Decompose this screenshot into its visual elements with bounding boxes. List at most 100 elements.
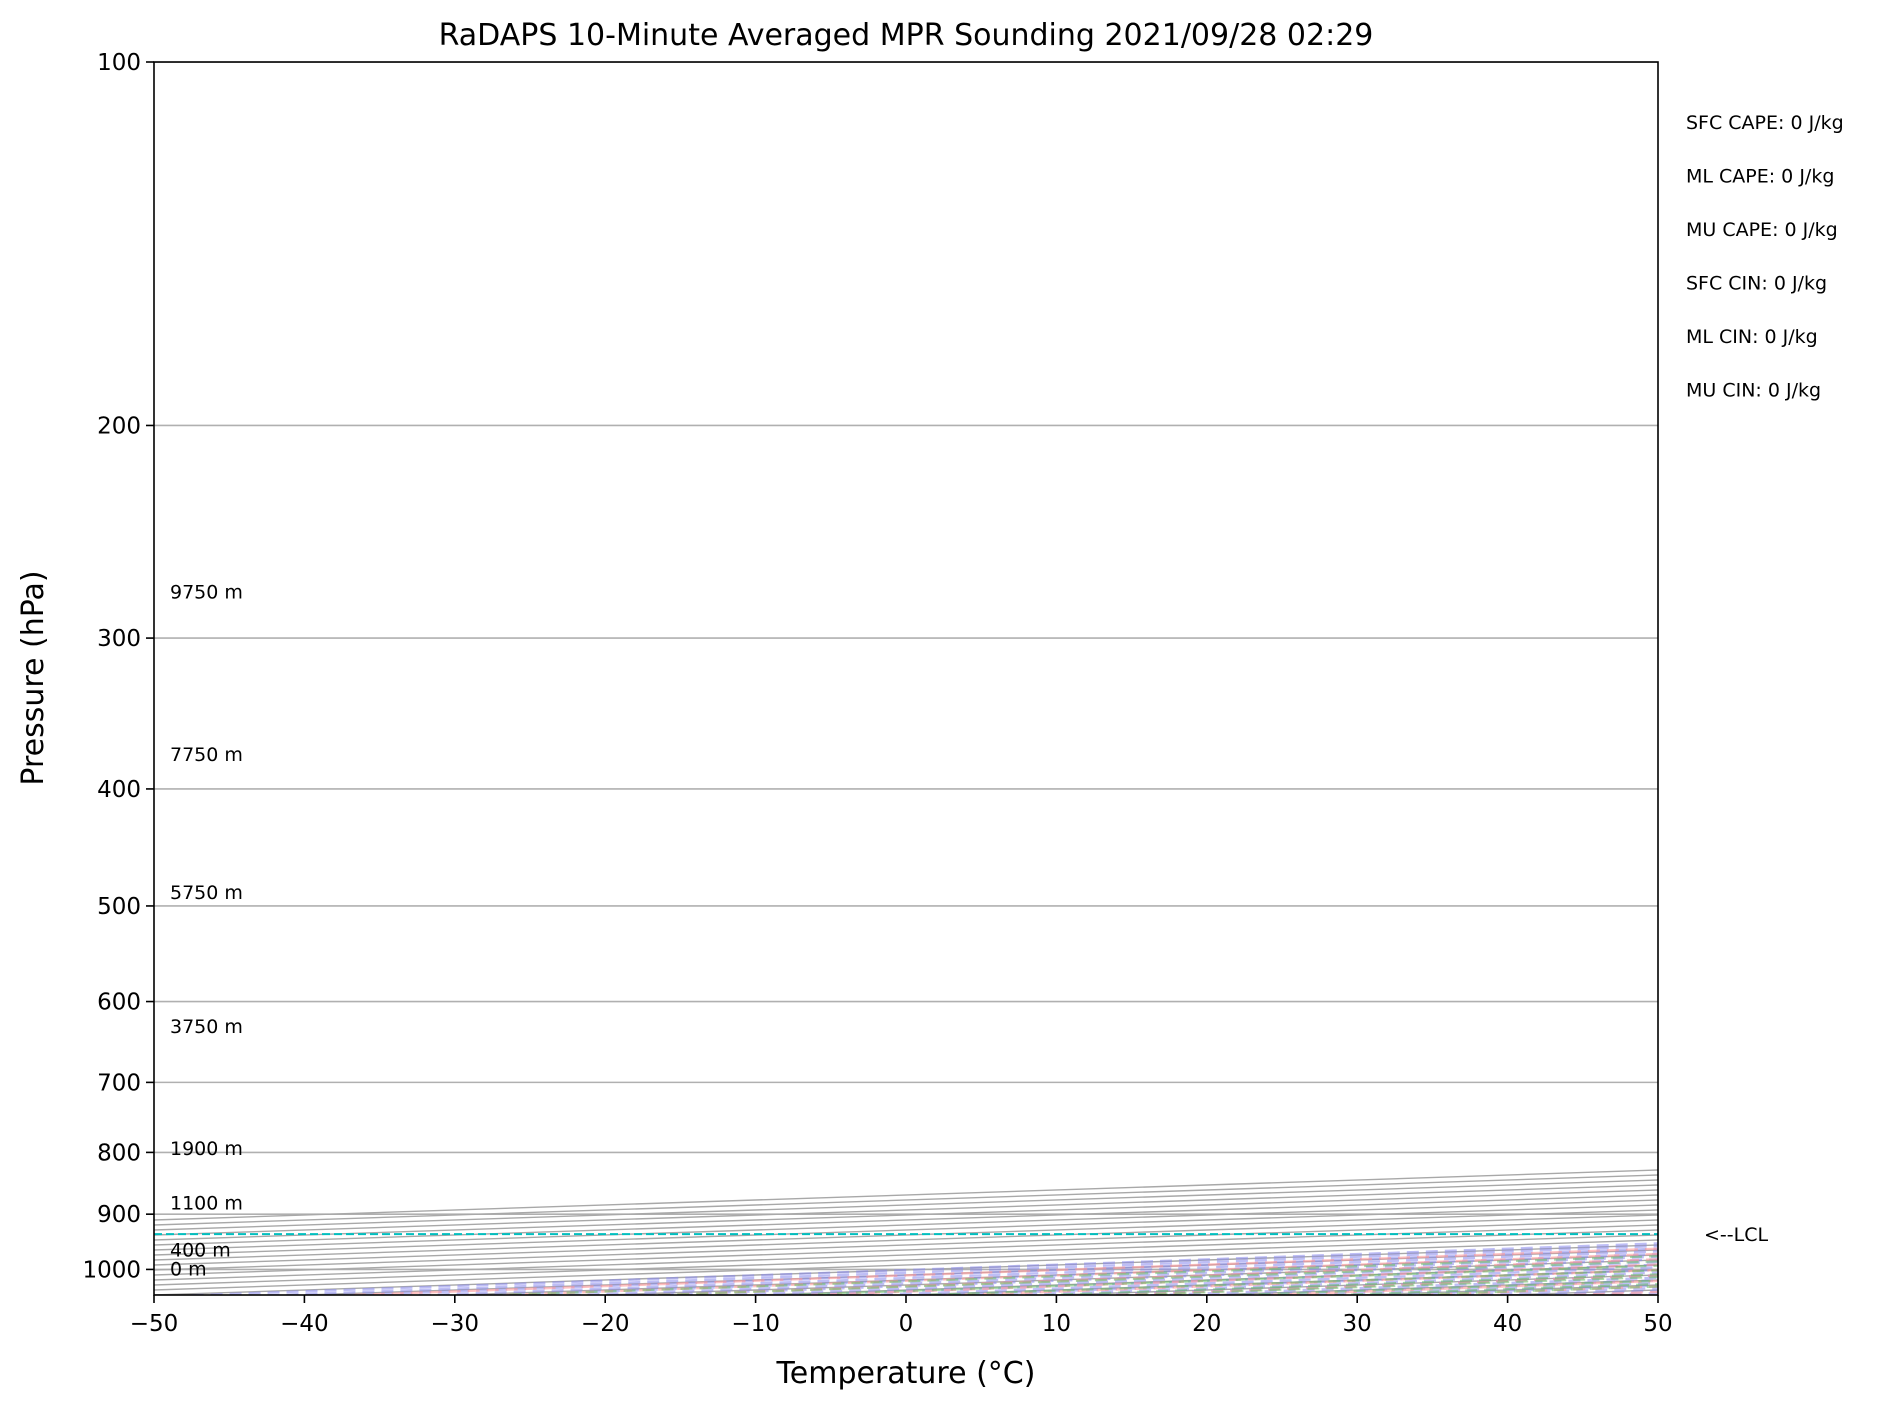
grid-lines — [154, 62, 1882, 1295]
height-label: 0 m — [170, 1258, 207, 1280]
y-tick-label: 900 — [97, 1202, 141, 1228]
moist-adiabat — [1131, 1276, 1658, 1295]
isotherm-gridline — [304, 1249, 1658, 1295]
isotherm-gridline — [154, 1224, 1658, 1276]
moist-adiabat — [1498, 1289, 1658, 1295]
isotherm-gridline — [154, 1229, 1658, 1281]
y-tick-label: 200 — [97, 413, 141, 439]
dry-adiabat — [811, 1263, 1658, 1295]
isotherm-gridline — [1507, 1289, 1658, 1295]
x-tick-label: −40 — [280, 1311, 329, 1337]
moist-adiabat — [474, 1252, 1658, 1295]
dry-adiabat — [1726, 62, 1882, 1295]
isotherm-gridline — [154, 1169, 1658, 1221]
moist-adiabat — [1647, 1294, 1658, 1295]
x-tick-label: −30 — [431, 1311, 480, 1337]
y-tick-label: 500 — [97, 894, 141, 920]
stability-index-label: MU CIN: 0 J/kg — [1686, 380, 1821, 402]
isotherm-gridline — [154, 1189, 1658, 1241]
isotherm-gridline — [1357, 1284, 1658, 1295]
moist-adiabat — [324, 1247, 1658, 1295]
x-tick-label: 20 — [1192, 1311, 1221, 1337]
dry-adiabat — [658, 1258, 1658, 1295]
isotherm-gridline — [1056, 1274, 1658, 1295]
dry-adiabat — [353, 1247, 1658, 1295]
moist-adiabat — [697, 1260, 1658, 1295]
isotherm-gridline — [1808, 62, 1882, 1295]
isotherm-gridline — [1206, 1279, 1658, 1295]
stability-index-label: SFC CAPE: 0 J/kg — [1686, 112, 1844, 134]
stability-index-label: ML CAPE: 0 J/kg — [1686, 166, 1834, 188]
isotherm-gridline — [1657, 1294, 1658, 1295]
x-tick-label: 30 — [1343, 1311, 1372, 1337]
x-tick-label: −10 — [731, 1311, 780, 1337]
moist-adiabats — [172, 62, 1882, 1296]
dry-adiabat — [1573, 1290, 1658, 1295]
moist-adiabat — [1059, 1274, 1658, 1295]
x-axis-label: Temperature (°C) — [776, 1356, 1036, 1391]
moist-adiabat — [1797, 62, 1882, 1296]
y-tick-label: 800 — [97, 1140, 141, 1166]
moist-adiabat — [770, 1263, 1658, 1295]
isotherm-gridline — [454, 1254, 1658, 1295]
moist-adiabat — [1277, 1281, 1658, 1295]
y-axis-ticks: 1000 900 800 700 600 500 400 300 200 100 — [82, 50, 154, 1283]
moist-adiabat — [1350, 1284, 1658, 1295]
x-tick-label: 0 — [899, 1311, 914, 1337]
y-tick-label: 700 — [97, 1070, 141, 1096]
isotherm-gridline — [154, 1239, 1658, 1291]
isotherm-gridline — [154, 1174, 1658, 1226]
stability-index-label: SFC CIN: 0 J/kg — [1686, 273, 1827, 295]
isotherm-gridline — [154, 1214, 1658, 1266]
height-label: 5750 m — [170, 882, 243, 904]
plot-area — [154, 62, 1882, 1296]
moist-adiabat — [549, 1255, 1658, 1295]
chart-title: RaDAPS 10-Minute Averaged MPR Sounding 2… — [439, 18, 1374, 53]
moist-adiabat — [1572, 1291, 1658, 1295]
height-label: 7750 m — [170, 744, 243, 766]
y-axis-label: Pressure (hPa) — [16, 570, 51, 785]
isotherm-gridline — [154, 1204, 1658, 1256]
isotherm-gridline — [154, 1219, 1658, 1271]
dry-adiabats — [353, 62, 1882, 1295]
height-labels: 9750 m 7750 m 5750 m 3750 m 1900 m 1100 m 400 … — [170, 581, 243, 1280]
isotherm-gridline — [154, 1199, 1658, 1251]
y-tick-label: 400 — [97, 777, 141, 803]
dry-adiabat — [506, 1252, 1658, 1295]
mixing-ratio-line — [657, 1260, 1658, 1295]
dry-adiabat — [1421, 1285, 1658, 1295]
dry-adiabat — [963, 1268, 1658, 1295]
moist-adiabat — [623, 1258, 1658, 1295]
isotherm-gridline — [905, 1269, 1658, 1295]
y-tick-label: 1000 — [82, 1257, 141, 1283]
x-axis-ticks: −50 −40 −30 −20 −10 0 10 20 30 40 50 — [130, 1295, 1673, 1337]
y-tick-label: 100 — [97, 50, 141, 76]
plot-frame — [153, 61, 1659, 1296]
moist-adiabat — [172, 1242, 1658, 1295]
x-tick-label: 40 — [1493, 1311, 1522, 1337]
height-label: 3750 m — [170, 1016, 243, 1038]
y-tick-label: 300 — [97, 626, 141, 652]
height-label: 1100 m — [170, 1193, 243, 1215]
height-label: 400 m — [170, 1240, 231, 1262]
height-label: 9750 m — [170, 581, 243, 603]
isotherm-gridline — [755, 1264, 1658, 1295]
isotherm-gridline — [154, 1179, 1658, 1231]
moist-adiabat — [399, 1250, 1658, 1295]
moist-adiabat — [1722, 62, 1882, 1296]
moist-adiabat — [987, 1271, 1658, 1295]
x-tick-label: −50 — [130, 1311, 179, 1337]
lcl-label: <--LCL — [1704, 1224, 1768, 1246]
height-label: 1900 m — [170, 1138, 243, 1160]
isotherm-gridline — [154, 1234, 1658, 1286]
mixing-ratio-line — [925, 1269, 1658, 1295]
moist-adiabat — [915, 1268, 1658, 1295]
moist-adiabat — [248, 1244, 1658, 1295]
moist-adiabat — [1204, 1279, 1658, 1295]
moist-adiabat — [842, 1266, 1658, 1295]
moist-adiabat — [1424, 1286, 1658, 1295]
stability-indices: SFC CAPE: 0 J/kg ML CAPE: 0 J/kg MU CAPE: … — [1686, 112, 1844, 402]
dry-adiabat — [1268, 1279, 1658, 1295]
x-tick-label: 50 — [1643, 1311, 1672, 1337]
